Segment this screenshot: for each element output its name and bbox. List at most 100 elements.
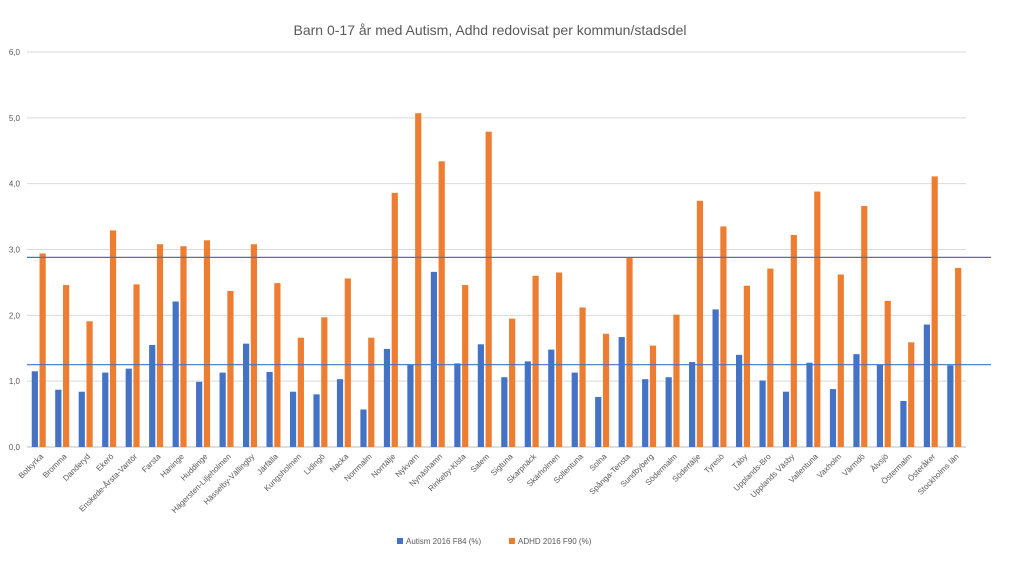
bar-adhd xyxy=(485,131,492,448)
bar-adhd xyxy=(39,253,46,447)
y-tick-label: 4,0 xyxy=(9,180,21,189)
reference-lines xyxy=(27,256,991,366)
bar-autism xyxy=(78,391,85,447)
bar-adhd xyxy=(696,200,704,447)
category-label: Lidingö xyxy=(302,452,327,477)
bar-autism xyxy=(782,391,790,447)
bar-adhd xyxy=(649,345,657,447)
y-axis-ticks: 0,0 1,0 2,0 3,0 4,0 5,0 6,0 xyxy=(9,48,21,452)
bar-autism xyxy=(571,372,578,447)
bar-autism xyxy=(806,362,813,447)
bar-autism xyxy=(642,379,649,447)
bar-autism xyxy=(477,344,484,447)
y-tick-label: 1,0 xyxy=(9,377,21,386)
bar-adhd xyxy=(63,285,70,447)
bar-autism xyxy=(759,380,766,447)
bar-autism xyxy=(125,368,132,447)
bar-autism xyxy=(266,371,273,447)
bar-adhd xyxy=(532,275,539,447)
category-label: Solna xyxy=(588,452,609,473)
category-label: Värmdö xyxy=(841,452,868,479)
bar-autism xyxy=(360,409,367,447)
legend-label: ADHD 2016 F90 (%) xyxy=(518,537,592,546)
bar-autism xyxy=(665,377,672,447)
bar-autism xyxy=(829,389,837,447)
y-tick-label: 2,0 xyxy=(9,311,21,320)
legend: Autism 2016 F84 (%) ADHD 2016 F90 (%) xyxy=(397,537,592,546)
bar-adhd xyxy=(415,113,422,447)
bar-autism xyxy=(55,389,62,447)
category-label: Tyresö xyxy=(703,452,727,476)
y-tick-label: 5,0 xyxy=(9,114,21,123)
category-label: Stockholms län xyxy=(916,452,961,497)
bar-autism xyxy=(712,309,719,447)
bar-adhd xyxy=(908,342,915,447)
bar-adhd xyxy=(133,284,140,447)
bar-adhd xyxy=(931,176,938,448)
bar-autism xyxy=(501,377,508,447)
bar-adhd xyxy=(438,161,445,448)
bar-autism xyxy=(548,349,555,447)
category-label: Norrtälje xyxy=(370,452,398,480)
bar-adhd xyxy=(391,192,398,447)
bar-autism xyxy=(383,348,391,447)
bar-adhd xyxy=(109,230,117,447)
legend-swatch xyxy=(509,538,515,544)
bar-adhd xyxy=(767,268,774,447)
bar-adhd xyxy=(837,274,844,447)
bar-adhd xyxy=(720,226,727,447)
bar-autism xyxy=(407,364,414,447)
bar-adhd xyxy=(86,321,93,447)
bar-autism xyxy=(313,394,320,447)
chart-title: Barn 0-17 år med Autism, Adhd redovisat … xyxy=(294,22,687,38)
bar-autism xyxy=(430,271,438,447)
bar-adhd xyxy=(626,257,633,447)
bar-adhd xyxy=(156,244,164,447)
bar-adhd xyxy=(368,337,375,447)
bar-autism xyxy=(172,301,179,447)
category-label: Botkyrka xyxy=(17,452,46,481)
y-tick-label: 6,0 xyxy=(9,48,21,57)
y-tick-label: 0,0 xyxy=(9,443,21,452)
bar-autism xyxy=(196,381,203,447)
legend-label: Autism 2016 F84 (%) xyxy=(406,537,481,546)
bar-adhd xyxy=(814,191,821,447)
bar-adhd xyxy=(790,235,797,447)
bar-autism xyxy=(454,363,461,447)
category-label: Spånga-Tensta xyxy=(588,452,633,497)
gridlines xyxy=(27,51,966,448)
bar-adhd xyxy=(861,206,868,447)
bar-autism xyxy=(900,400,907,447)
bar-adhd xyxy=(602,333,610,447)
bar-adhd xyxy=(955,267,962,447)
bar-adhd xyxy=(579,307,586,447)
bar-autism xyxy=(336,379,344,447)
bar-adhd xyxy=(462,285,469,447)
legend-swatch xyxy=(397,538,403,544)
bar-autism xyxy=(102,372,109,447)
bar-autism xyxy=(923,324,930,447)
bar-adhd xyxy=(884,300,891,447)
bar-adhd xyxy=(297,337,304,447)
bar-autism xyxy=(618,337,625,447)
bar-autism xyxy=(524,361,531,447)
bar-adhd xyxy=(250,244,258,447)
bar-autism xyxy=(289,391,297,447)
bar-autism xyxy=(947,365,954,447)
bar-autism xyxy=(876,364,884,447)
bar-adhd xyxy=(203,240,211,447)
bar-autism xyxy=(243,343,250,447)
category-label: Vaxholm xyxy=(815,452,843,480)
y-tick-label: 3,0 xyxy=(9,246,21,255)
category-label: Älvsjö xyxy=(869,452,891,474)
bar-autism xyxy=(149,344,156,447)
bar-autism xyxy=(689,362,696,447)
bar-adhd xyxy=(555,272,563,447)
bar-adhd xyxy=(180,246,187,447)
bar-autism xyxy=(595,396,602,447)
category-label: Ekerö xyxy=(94,452,116,474)
category-label: Täby xyxy=(730,452,749,471)
